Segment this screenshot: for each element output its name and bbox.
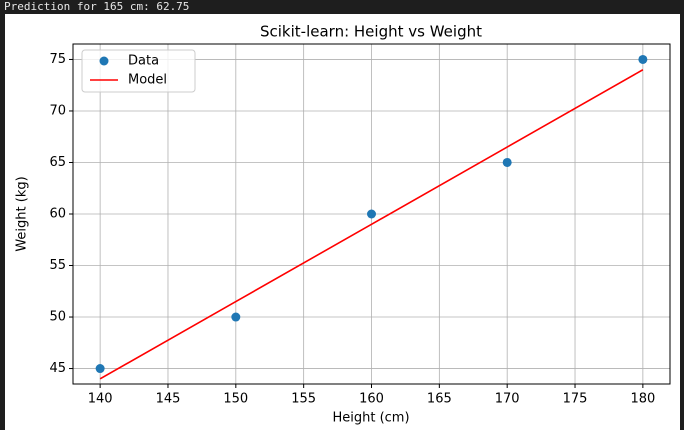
console-output: Prediction for 165 cm: 62.75	[4, 0, 190, 13]
y-tick-label: 60	[49, 207, 66, 222]
legend-label: Model	[128, 73, 167, 88]
x-tick-label: 145	[156, 392, 181, 407]
x-tick-label: 160	[359, 392, 384, 407]
data-point	[502, 157, 512, 167]
y-axis-label: Weight (kg)	[15, 176, 30, 251]
legend-box	[81, 49, 196, 93]
y-tick-label: 45	[49, 361, 66, 376]
model-line	[99, 69, 644, 380]
data-point	[231, 312, 241, 322]
legend-marker	[99, 56, 109, 66]
y-tick-label: 50	[49, 310, 66, 325]
data-point	[638, 54, 648, 64]
chart: Scikit-learn: Height vs Weight Height (c…	[5, 14, 680, 430]
legend-label: Data	[128, 54, 159, 69]
x-tick-label: 150	[223, 392, 248, 407]
y-tick-label: 65	[49, 155, 66, 170]
x-tick-label: 140	[88, 392, 113, 407]
x-tick-label: 165	[427, 392, 452, 407]
x-tick-label: 180	[630, 392, 655, 407]
x-tick-label: 170	[495, 392, 520, 407]
x-axis-label: Height (cm)	[332, 411, 409, 426]
data-point	[367, 209, 376, 219]
chart-title: Scikit-learn: Height vs Weight	[260, 23, 482, 41]
data-point	[95, 364, 105, 374]
y-tick-label: 75	[49, 52, 66, 67]
x-tick-label: 155	[291, 392, 316, 407]
y-tick-label: 55	[49, 258, 66, 273]
y-tick-label: 70	[49, 103, 66, 118]
plot-frame	[72, 43, 671, 385]
x-tick-label: 175	[563, 392, 588, 407]
